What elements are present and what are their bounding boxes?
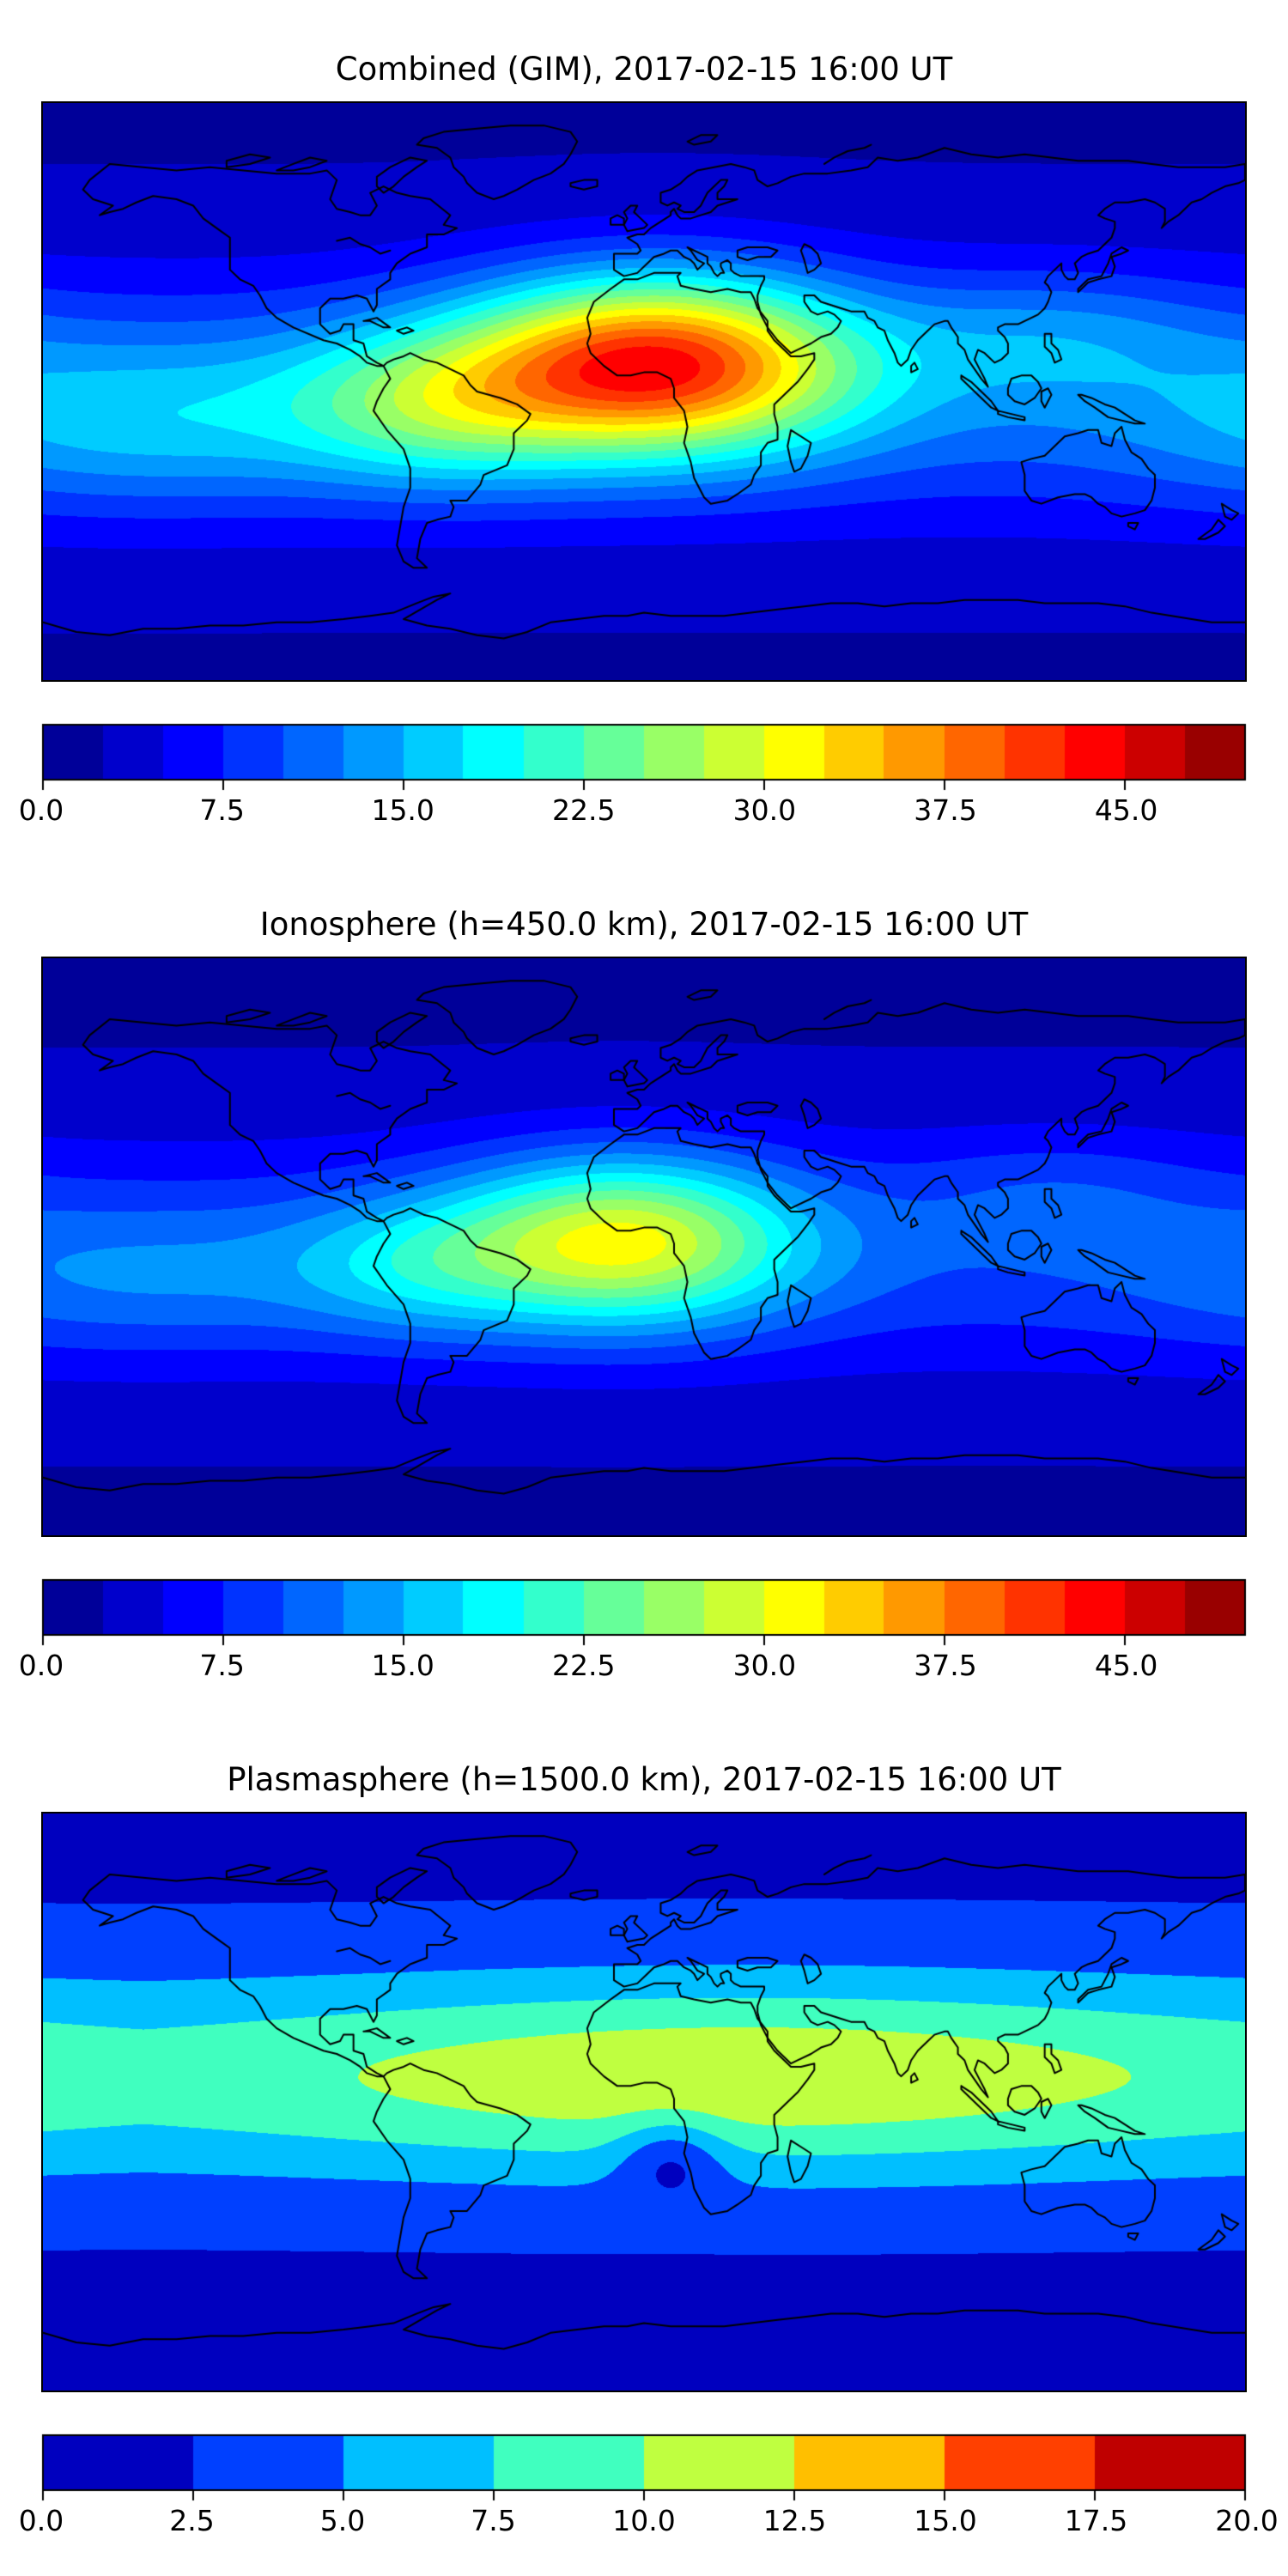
colorbar-ticks-plasmasphere: 0.0 2.5 5.0 7.5 10.0 12.5 15.0 17.5 20.0 [19,2502,1279,2545]
colorbar-ticks-ionosphere: 0.0 7.5 15.0 22.5 30.0 37.5 45.0 [19,1647,1247,1690]
tick-label: 12.5 [762,2503,827,2537]
panel-plasmasphere: Plasmasphere (h=1500.0 km), 2017-02-15 1… [0,1759,1288,2545]
tick-label: 10.0 [612,2503,676,2537]
tick-label: 0.0 [18,2503,64,2537]
panel-combined: Combined (GIM), 2017-02-15 16:00 UT 0.0 … [0,48,1288,835]
tick-label: 0.0 [18,1648,64,1682]
tick-label: 15.0 [914,2503,977,2537]
panel-title-plasmasphere: Plasmasphere (h=1500.0 km), 2017-02-15 1… [227,1760,1061,1798]
tick-label: 17.5 [1064,2503,1128,2537]
panel-title-combined: Combined (GIM), 2017-02-15 16:00 UT [335,51,953,88]
map-ionosphere [41,956,1247,1537]
tick-label: 22.5 [552,793,616,827]
panel-title-ionosphere: Ionosphere (h=450.0 km), 2017-02-15 16:0… [259,905,1029,943]
tick-label: 2.5 [169,2503,215,2537]
tick-label: 37.5 [914,793,977,827]
map-plasmasphere [41,1811,1247,2392]
colorbar-plasmasphere [41,2433,1247,2502]
tick-label: 7.5 [471,2503,516,2537]
colorbar-combined [41,722,1247,792]
colorbar-ionosphere [41,1577,1247,1647]
tick-label: 37.5 [914,1648,977,1682]
tick-label: 30.0 [732,1648,797,1682]
tick-label: 45.0 [1094,793,1158,827]
panel-ionosphere: Ionosphere (h=450.0 km), 2017-02-15 16:0… [0,903,1288,1690]
tick-label: 15.0 [371,1648,434,1682]
tick-label: 15.0 [371,793,434,827]
tick-label: 30.0 [732,793,797,827]
tick-label: 7.5 [199,1648,245,1682]
tick-label: 7.5 [199,793,245,827]
tick-label: 0.0 [18,793,64,827]
tick-label: 22.5 [552,1648,616,1682]
tick-label: 5.0 [319,2503,366,2537]
tick-label: 45.0 [1094,1648,1158,1682]
tick-label: 20.0 [1215,2503,1279,2537]
map-combined [41,100,1247,682]
colorbar-ticks-combined: 0.0 7.5 15.0 22.5 30.0 37.5 45.0 [19,792,1247,835]
